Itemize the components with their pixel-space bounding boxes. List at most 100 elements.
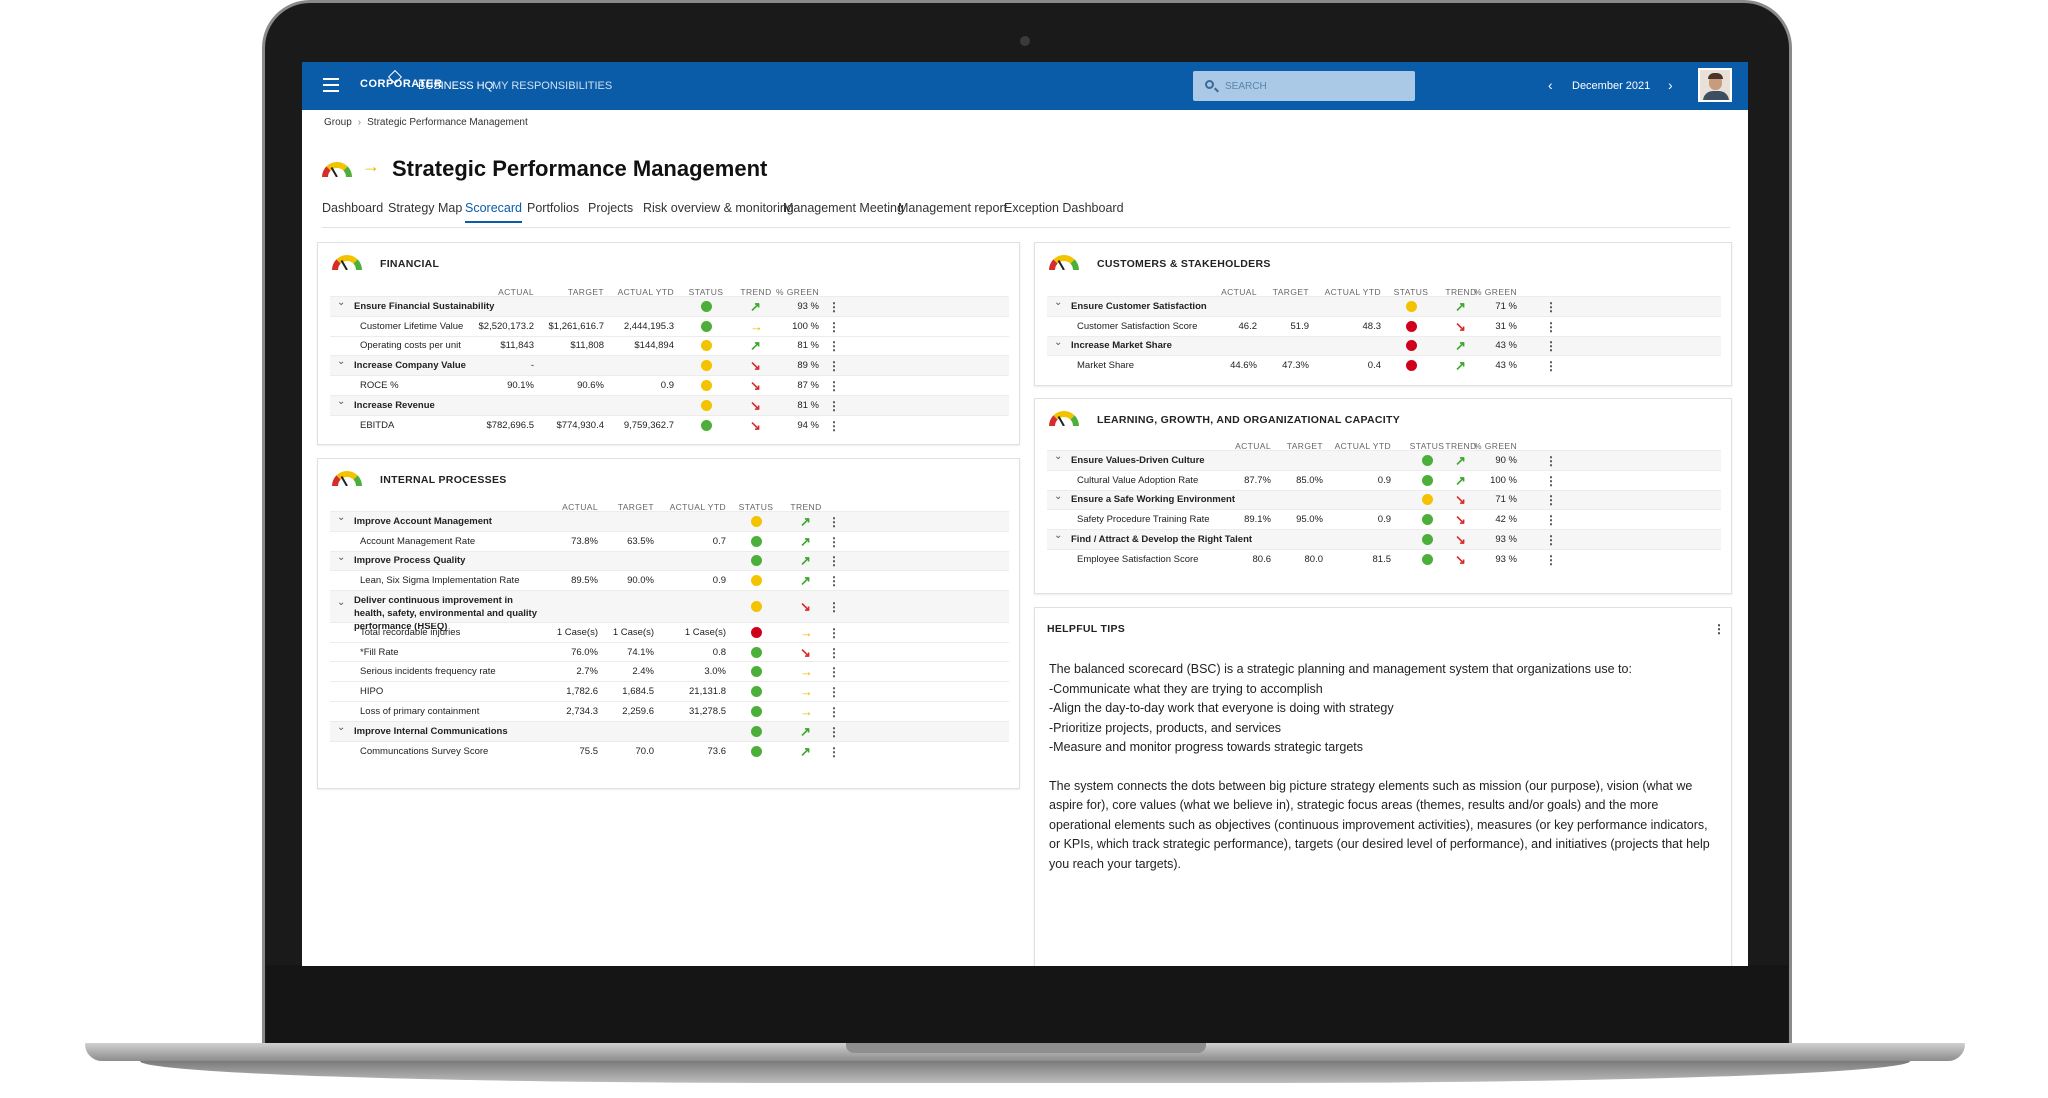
nav-my-responsibilities[interactable]: MY RESPONSIBILITIES: [492, 80, 613, 92]
more-options-icon[interactable]: ⋮: [1545, 513, 1557, 528]
kpi-row[interactable]: Market Share 44.6% 47.3% 0.4 ↗ 43 % ⋮: [1047, 355, 1721, 375]
chevron-down-icon[interactable]: ⌄: [1054, 530, 1063, 542]
more-options-icon[interactable]: ⋮: [828, 418, 840, 433]
chevron-down-icon[interactable]: ⌄: [1054, 450, 1063, 462]
user-avatar[interactable]: [1698, 68, 1732, 102]
tab-portfolios[interactable]: Portfolios: [527, 201, 580, 215]
search-input[interactable]: [1225, 78, 1405, 94]
more-options-icon[interactable]: ⋮: [1545, 339, 1557, 354]
more-options-icon[interactable]: ⋮: [1545, 319, 1557, 334]
kpi-row[interactable]: Serious incidents frequency rate 2.7% 2.4%…: [330, 661, 1009, 681]
kpi-row[interactable]: Safety Procedure Training Rate 89.1% 95.0%…: [1047, 509, 1721, 529]
more-options-icon[interactable]: ⋮: [828, 625, 840, 640]
kpi-row[interactable]: ROCE % 90.1% 90.6% 0.9 ↘ 87 % ⋮: [330, 375, 1009, 395]
tab-strategy-map[interactable]: Strategy Map: [388, 201, 463, 215]
more-options-icon[interactable]: ⋮: [828, 299, 840, 314]
objective-row[interactable]: ⌄ Deliver continuous improvement in healt…: [330, 590, 1009, 632]
more-options-icon[interactable]: ⋮: [828, 704, 840, 719]
tab-management-meeting[interactable]: Management Meeting: [783, 201, 904, 215]
objective-row[interactable]: ⌄ Ensure Financial Sustainability ↗ 93 % ⋮: [330, 296, 1009, 316]
objective-row[interactable]: ⌄ Find / Attract & Develop the Right Tale…: [1047, 529, 1721, 549]
breadcrumb-group[interactable]: Group: [324, 117, 352, 128]
more-options-icon[interactable]: ⋮: [828, 724, 840, 739]
chevron-down-icon[interactable]: ⌄: [337, 551, 346, 563]
kpi-row[interactable]: Customer Lifetime Value $2,520,173.2 $1,26…: [330, 315, 1009, 336]
more-options-icon[interactable]: ⋮: [828, 600, 840, 615]
more-options-icon[interactable]: ⋮: [828, 379, 840, 394]
objective-row[interactable]: ⌄ Ensure Customer Satisfaction ↗ 71 % ⋮: [1047, 296, 1721, 316]
tab-projects[interactable]: Projects: [588, 201, 634, 215]
objective-row[interactable]: ⌄ Increase Revenue ↘ 81 % ⋮: [330, 395, 1009, 415]
kpi-row[interactable]: Total recordable injuries 1 Case(s) 1 Case…: [330, 621, 1009, 642]
chevron-down-icon[interactable]: ⌄: [1054, 336, 1063, 348]
tab-dashboard[interactable]: Dashboard: [322, 201, 384, 215]
chevron-down-icon[interactable]: ⌄: [337, 395, 346, 407]
kpi-row[interactable]: Employee Satisfaction Score 80.6 80.0 81.5 ↘…: [1047, 549, 1721, 569]
objective-row[interactable]: ⌄ Increase Company Value - ↘ 89 % ⋮: [330, 355, 1009, 376]
more-options-icon[interactable]: ⋮: [828, 574, 840, 589]
tab-management-report[interactable]: Management report: [898, 201, 1008, 215]
chevron-down-icon[interactable]: ⌄: [337, 721, 346, 733]
hamburger-menu-icon[interactable]: [323, 78, 339, 92]
tab-exception-dashboard[interactable]: Exception Dashboard: [1004, 201, 1124, 215]
more-options-icon[interactable]: ⋮: [828, 534, 840, 549]
kpi-row[interactable]: Operating costs per unit $11,843 $11,808 $1…: [330, 335, 1009, 356]
more-options-icon[interactable]: ⋮: [1545, 453, 1557, 468]
chevron-down-icon[interactable]: ⌄: [337, 296, 346, 308]
period-label[interactable]: December 2021: [1572, 80, 1651, 92]
more-options-icon[interactable]: ⋮: [828, 398, 840, 413]
trend-right-icon: →: [800, 684, 813, 700]
more-options-icon[interactable]: ⋮: [828, 359, 840, 374]
objective-row[interactable]: ⌄ Increase Market Share ↗ 43 % ⋮: [1047, 335, 1721, 356]
chevron-left-icon[interactable]: ‹: [1548, 77, 1553, 93]
kpi-row[interactable]: Account Management Rate 73.8% 63.5% 0.7 ↗ ⋮: [330, 530, 1009, 551]
chevron-down-icon[interactable]: ⌄: [337, 511, 346, 523]
more-options-icon[interactable]: ⋮: [828, 319, 840, 334]
objective-row[interactable]: ⌄ Ensure Values-Driven Culture ↗ 90 % ⋮: [1047, 450, 1721, 470]
tab-scorecard[interactable]: Scorecard: [465, 201, 522, 223]
percent-green-value: 42 %: [1495, 514, 1517, 526]
objective-row[interactable]: ⌄ Improve Process Quality ↗ ⋮: [330, 550, 1009, 571]
app-logo[interactable]: CORPORATER: [360, 78, 443, 90]
chevron-down-icon[interactable]: ⌄: [337, 597, 346, 609]
kpi-row[interactable]: Loss of primary containment 2,734.3 2,259.…: [330, 701, 1009, 721]
more-options-icon[interactable]: ⋮: [1545, 552, 1557, 567]
more-options-icon[interactable]: ⋮: [828, 514, 840, 529]
more-options-icon[interactable]: ⋮: [828, 645, 840, 660]
chevron-down-icon[interactable]: ⌄: [337, 356, 346, 368]
chevron-down-icon[interactable]: ⌄: [1054, 490, 1063, 502]
kpi-row[interactable]: Communcations Survey Score 75.5 70.0 73.6 ↗ ⋮: [330, 740, 1009, 761]
kpi-name: Lean, Six Sigma Implementation Rate: [360, 575, 520, 587]
actual-ytd-value: 31,278.5: [689, 705, 726, 717]
chevron-down-icon[interactable]: ⌄: [1054, 296, 1063, 308]
more-options-icon[interactable]: ⋮: [828, 339, 840, 354]
objective-row[interactable]: ⌄ Improve Account Management ↗ ⋮: [330, 511, 1009, 531]
card-title: CUSTOMERS & STAKEHOLDERS: [1097, 258, 1271, 270]
more-options-icon[interactable]: ⋮: [1713, 622, 1725, 636]
more-options-icon[interactable]: ⋮: [1545, 493, 1557, 508]
actual-ytd-value: $144,894: [634, 340, 674, 352]
more-options-icon[interactable]: ⋮: [1545, 533, 1557, 548]
more-options-icon[interactable]: ⋮: [1545, 473, 1557, 488]
objective-row[interactable]: ⌄ Improve Internal Communications ↗ ⋮: [330, 720, 1009, 741]
tab-risk-overview-monitoring[interactable]: Risk overview & monitoring: [643, 201, 794, 215]
more-options-icon[interactable]: ⋮: [1545, 359, 1557, 374]
chevron-right-icon[interactable]: ›: [1668, 77, 1673, 93]
kpi-row[interactable]: HIPO 1,782.6 1,684.5 21,131.8 → ⋮: [330, 681, 1009, 701]
kpi-name: Account Management Rate: [360, 535, 476, 547]
kpi-row[interactable]: Customer Satisfaction Score 46.2 51.9 48.3 ↘…: [1047, 315, 1721, 336]
kpi-row[interactable]: Lean, Six Sigma Implementation Rate 89.5%…: [330, 570, 1009, 590]
more-options-icon[interactable]: ⋮: [1545, 299, 1557, 314]
nav-business-hq[interactable]: BUSINESS HQ: [418, 80, 494, 92]
percent-green-value: 87 %: [797, 380, 819, 392]
kpi-row[interactable]: EBITDA $782,696.5 $774,930.4 9,759,362.7 ↘ 94…: [330, 414, 1009, 435]
customers-card: CUSTOMERS & STAKEHOLDERS ACTUAL TARGET ACTU…: [1034, 242, 1732, 386]
more-options-icon[interactable]: ⋮: [828, 665, 840, 680]
kpi-row[interactable]: Cultural Value Adoption Rate 87.7% 85.0% 0.…: [1047, 469, 1721, 490]
more-options-icon[interactable]: ⋮: [828, 554, 840, 569]
trend-up-icon: ↗: [1455, 298, 1466, 314]
objective-row[interactable]: ⌄ Ensure a Safe Working Environment ↘ 71 % ⋮: [1047, 489, 1721, 510]
more-options-icon[interactable]: ⋮: [828, 685, 840, 700]
kpi-row[interactable]: *Fill Rate 76.0% 74.1% 0.8 ↘ ⋮: [330, 641, 1009, 662]
more-options-icon[interactable]: ⋮: [828, 744, 840, 759]
